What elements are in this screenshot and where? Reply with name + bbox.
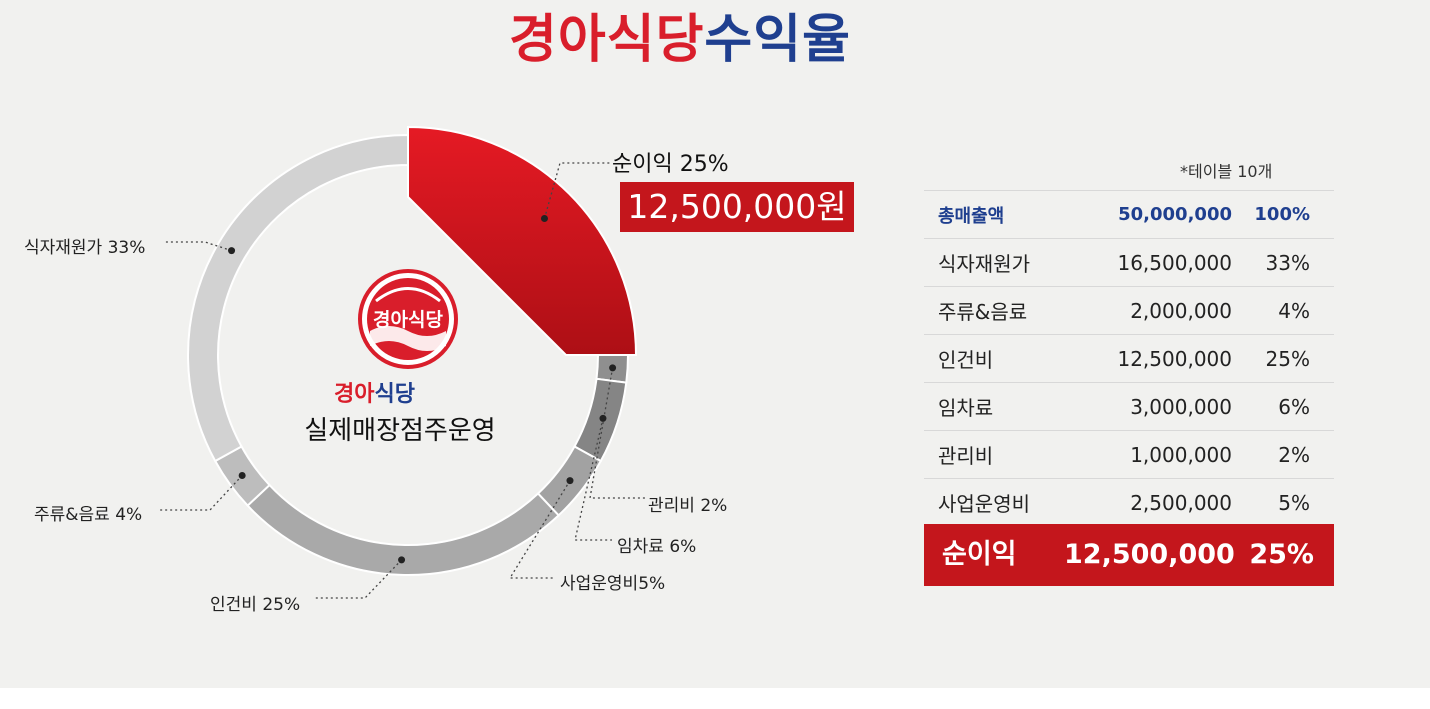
row-amount: 12,500,000 bbox=[1068, 334, 1232, 383]
table-row: 총매출액 50,000,000 100% bbox=[924, 190, 1334, 239]
table-note: *테이블 10개 bbox=[1180, 162, 1273, 181]
center-subtitle: 실제매장점주운영 bbox=[304, 416, 496, 446]
logo-text: 경아식당 bbox=[373, 309, 443, 331]
row-name: 관리비 bbox=[924, 430, 1068, 479]
total-name: 순이익 bbox=[942, 539, 1017, 570]
page-title: 경아식당수익율 bbox=[0, 4, 1360, 76]
donut-slice-food-cost bbox=[187, 133, 409, 463]
infographic: 경아식당수익율 경아식당 식자재원가 33% 주류&음료 4% 인건비 25% … bbox=[0, 0, 1430, 688]
row-percent: 5% bbox=[1232, 478, 1334, 527]
donut-chart: 경아식당 bbox=[160, 125, 645, 599]
row-name: 임차료 bbox=[924, 382, 1068, 431]
leader-line-net-profit bbox=[543, 162, 610, 219]
row-amount: 1,000,000 bbox=[1068, 430, 1232, 479]
leader-dot-operating bbox=[566, 477, 574, 485]
leader-dot-net-profit bbox=[540, 215, 548, 223]
row-amount: 2,000,000 bbox=[1068, 286, 1232, 335]
label-drinks: 주류&음료 4% bbox=[34, 505, 143, 525]
leader-line-drinks bbox=[160, 475, 243, 511]
row-percent: 100% bbox=[1232, 190, 1334, 239]
row-percent: 33% bbox=[1232, 238, 1334, 287]
label-food-cost: 식자재원가 33% bbox=[24, 238, 146, 258]
table-row: 인건비 12,500,000 25% bbox=[924, 334, 1334, 383]
row-amount: 3,000,000 bbox=[1068, 382, 1232, 431]
center-brand-blue: 식당 bbox=[374, 382, 415, 407]
center-brand: 경아식당 bbox=[334, 376, 415, 408]
table-row: 주류&음료 2,000,000 4% bbox=[924, 286, 1334, 335]
logo-emblem: 경아식당 bbox=[358, 269, 458, 369]
leader-dot-drinks bbox=[238, 471, 246, 479]
row-percent: 2% bbox=[1232, 430, 1334, 479]
row-name: 식자재원가 bbox=[924, 238, 1068, 287]
donut-slice-net-profit bbox=[407, 125, 638, 356]
leader-line-rent bbox=[574, 418, 612, 541]
label-operating: 사업운영비5% bbox=[560, 574, 666, 594]
label-rent: 임차료 6% bbox=[617, 537, 697, 557]
total-amount: 12,500,000 bbox=[1064, 539, 1235, 570]
table-row: 식자재원가 16,500,000 33% bbox=[924, 238, 1334, 287]
leader-dot-rent bbox=[599, 414, 607, 422]
leader-dot-labor bbox=[398, 556, 406, 564]
row-name: 총매출액 bbox=[924, 190, 1068, 239]
center-brand-red: 경아 bbox=[334, 382, 375, 407]
table-row: 임차료 3,000,000 6% bbox=[924, 382, 1334, 431]
row-amount: 2,500,000 bbox=[1068, 478, 1232, 527]
table-row: 사업운영비 2,500,000 5% bbox=[924, 478, 1334, 527]
leader-dot-food-cost bbox=[228, 247, 236, 255]
row-name: 주류&음료 bbox=[924, 286, 1068, 335]
row-percent: 6% bbox=[1232, 382, 1334, 431]
row-amount: 50,000,000 bbox=[1068, 190, 1232, 239]
row-amount: 16,500,000 bbox=[1068, 238, 1232, 287]
total-net-profit-row: 순이익 12,500,000 25% bbox=[924, 524, 1334, 586]
label-labor: 인건비 25% bbox=[210, 595, 301, 615]
row-name: 사업운영비 bbox=[924, 478, 1068, 527]
row-percent: 25% bbox=[1232, 334, 1334, 383]
row-name: 인건비 bbox=[924, 334, 1068, 383]
title-brand: 경아식당 bbox=[509, 10, 705, 70]
leader-line-labor bbox=[315, 559, 403, 599]
net-profit-amount: 12,500,000원 bbox=[620, 182, 854, 232]
leader-dot-management bbox=[609, 364, 617, 372]
row-percent: 4% bbox=[1232, 286, 1334, 335]
revenue-table: 총매출액 50,000,000 100% 식자재원가 16,500,000 33% 주류… bbox=[924, 190, 1334, 527]
total-percent: 25% bbox=[1249, 539, 1314, 570]
label-net-profit: 순이익 25% bbox=[612, 152, 729, 177]
title-suffix: 수익율 bbox=[704, 10, 851, 70]
label-management: 관리비 2% bbox=[648, 496, 728, 516]
table-row: 관리비 1,000,000 2% bbox=[924, 430, 1334, 479]
